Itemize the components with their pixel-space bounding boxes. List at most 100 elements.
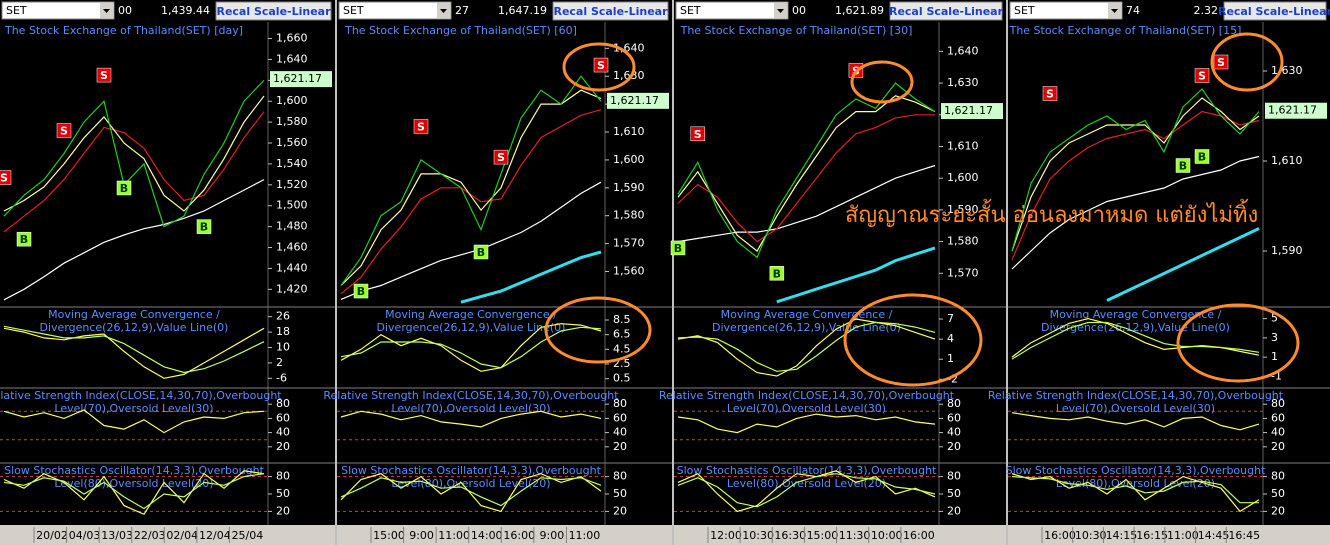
signal-marker bbox=[353, 283, 369, 299]
x-tick-label: 10:30 bbox=[1075, 529, 1107, 542]
signal-marker bbox=[670, 240, 686, 256]
x-tick-label: 11:00 bbox=[1167, 529, 1199, 542]
highlight-circle bbox=[850, 60, 914, 104]
indicator-line bbox=[340, 410, 602, 428]
y-tick-label: 50 bbox=[276, 487, 290, 500]
signal-marker bbox=[1213, 54, 1229, 70]
indicator-line bbox=[677, 413, 936, 434]
x-tick-label: 16:15 bbox=[1136, 529, 1168, 542]
y-tick-label: 1,590 bbox=[613, 181, 645, 194]
y-tick-label: 4 bbox=[947, 332, 954, 345]
y-tick-label: 1,610 bbox=[1271, 154, 1303, 167]
last-price: 1,621.17 bbox=[1268, 104, 1317, 117]
arrow-icon bbox=[440, 9, 447, 13]
y-tick-label: 1,570 bbox=[947, 266, 979, 279]
y-tick-label: 80 bbox=[613, 397, 627, 410]
symbol-dropdown[interactable] bbox=[675, 1, 789, 20]
y-tick-label: 1,480 bbox=[276, 220, 308, 233]
y-tick-label: 20 bbox=[947, 504, 961, 517]
indicator-line bbox=[3, 79, 265, 228]
y-tick-label: 1,600 bbox=[613, 153, 645, 166]
indicator-line bbox=[3, 327, 265, 379]
signal-label: S bbox=[1046, 88, 1054, 101]
symbol: SET bbox=[1014, 4, 1035, 17]
highlight-circle bbox=[1176, 303, 1300, 383]
y-tick-label: 1,640 bbox=[613, 41, 645, 54]
recal-button[interactable] bbox=[889, 1, 1003, 21]
y-tick-label: -6 bbox=[276, 371, 287, 384]
x-axis-strip bbox=[674, 525, 1006, 545]
recal-button[interactable] bbox=[552, 1, 669, 21]
y-tick-label: 1,570 bbox=[613, 237, 645, 250]
indicator-line bbox=[1011, 412, 1260, 431]
symbol-dropdown[interactable] bbox=[1, 1, 115, 20]
highlight-circle bbox=[544, 296, 652, 364]
y-tick-label: 1,420 bbox=[276, 282, 308, 295]
field: 00 bbox=[792, 4, 806, 17]
y-tick-label: 80 bbox=[613, 470, 627, 483]
indicator-line bbox=[340, 323, 602, 372]
signal-marker bbox=[56, 123, 72, 138]
signal-label: B bbox=[674, 242, 682, 255]
y-tick-label: 20 bbox=[1271, 440, 1285, 453]
y-tick-label: 1,440 bbox=[276, 261, 308, 274]
indicator-line bbox=[1011, 155, 1260, 270]
indicator-title: Slow Stochastics Oscillator(14,3,3),Over… bbox=[677, 464, 937, 477]
y-tick-label: 50 bbox=[947, 487, 961, 500]
panel-title: The Stock Exchange of Thailand(SET) [15] bbox=[1009, 24, 1242, 37]
x-tick-label: 10:30 bbox=[742, 529, 774, 542]
x-tick-label: 16:00 bbox=[503, 529, 535, 542]
signal-marker bbox=[1042, 86, 1058, 101]
y-tick-label: 1 bbox=[947, 352, 954, 365]
indicator-line bbox=[3, 111, 265, 233]
x-tick-label: 11:00 bbox=[569, 529, 601, 542]
signal-label: S bbox=[497, 151, 505, 164]
indicator-title: Level(70),Oversold Level(30) bbox=[54, 402, 213, 415]
chart-panel: SET 27 1,647.19 Recal Scale-Linear The Stock… bbox=[323, 0, 672, 545]
symbol-dropdown[interactable] bbox=[338, 1, 452, 20]
x-tick-label: 16:30 bbox=[774, 529, 806, 542]
indicator-title: Relative Strength Index(CLOSE,14,30,70),… bbox=[0, 389, 282, 402]
y-tick-label: 40 bbox=[276, 426, 290, 439]
indicator-title: Relative Strength Index(CLOSE,14,30,70),… bbox=[659, 389, 955, 402]
arrow-icon bbox=[777, 9, 784, 13]
panel-title: The Stock Exchange of Thailand(SET) [30] bbox=[680, 24, 913, 37]
y-tick-label: 26 bbox=[276, 310, 290, 323]
indicator-line bbox=[3, 409, 265, 434]
y-tick-label: 18 bbox=[276, 325, 290, 338]
indicator-line bbox=[3, 179, 265, 301]
y-tick-label: 7 bbox=[947, 312, 954, 325]
y-tick-label: 5 bbox=[1271, 312, 1278, 325]
x-tick-label: 13/03 bbox=[101, 529, 133, 542]
field: 27 bbox=[455, 4, 469, 17]
y-tick-label: 1,520 bbox=[276, 178, 308, 191]
indicator-title: Relative Strength Index(CLOSE,14,30,70),… bbox=[323, 389, 619, 402]
recal-button[interactable] bbox=[1223, 1, 1327, 21]
y-tick-label: 1,610 bbox=[613, 125, 645, 138]
y-tick-label: 60 bbox=[1271, 411, 1285, 424]
signal-marker bbox=[196, 219, 212, 234]
last-price: 1,621.17 bbox=[944, 104, 993, 117]
indicator-line bbox=[1011, 110, 1260, 261]
y-tick-label: 10 bbox=[276, 341, 290, 354]
indicator-title: Level(80),Oversold Level(20) bbox=[727, 477, 886, 490]
recal-button[interactable] bbox=[215, 1, 332, 21]
y-tick-label: 2 bbox=[276, 356, 283, 369]
indicator-line bbox=[340, 89, 602, 286]
field: 00 bbox=[118, 4, 132, 17]
signal-label: S bbox=[60, 124, 68, 137]
indicator-line bbox=[3, 325, 265, 374]
indicator-line bbox=[3, 473, 265, 510]
recal-label: Recal Scale-Linear bbox=[553, 5, 668, 18]
y-tick-label: 1,640 bbox=[276, 52, 308, 65]
signal-label: S bbox=[100, 69, 108, 82]
y-tick-label: 80 bbox=[1271, 397, 1285, 410]
last-price-box bbox=[270, 71, 332, 88]
chart-panel: SET 00 1,621.89 Recal Scale-Linear The Stock… bbox=[659, 0, 1006, 545]
signal-marker bbox=[16, 231, 32, 247]
signal-label: B bbox=[1179, 160, 1187, 173]
y-tick-label: 1,590 bbox=[947, 203, 979, 216]
symbol-dropdown[interactable] bbox=[1009, 1, 1123, 20]
indicator-line bbox=[3, 470, 265, 516]
indicator-title: Moving Average Convergence / bbox=[385, 308, 557, 321]
